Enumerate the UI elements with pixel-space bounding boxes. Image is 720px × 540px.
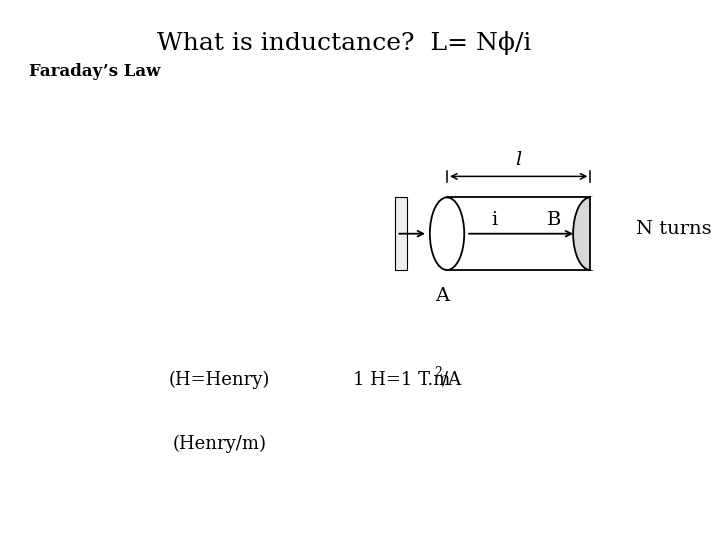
Text: N turns: N turns: [636, 220, 712, 238]
Bar: [590, 198, 609, 270]
Text: i: i: [492, 211, 498, 229]
Text: 2: 2: [435, 366, 443, 379]
Text: (H=Henry): (H=Henry): [169, 371, 271, 389]
Text: 1 H=1 T.m: 1 H=1 T.m: [354, 371, 451, 389]
Ellipse shape: [573, 198, 608, 270]
Text: A: A: [435, 287, 449, 305]
Ellipse shape: [430, 198, 464, 270]
Text: What is inductance?  L= Nϕ/i: What is inductance? L= Nϕ/i: [157, 31, 531, 55]
Bar: [447, 198, 590, 270]
Text: l: l: [516, 151, 522, 168]
Text: B: B: [546, 211, 561, 229]
Text: /A: /A: [442, 371, 462, 389]
Text: Faraday’s Law: Faraday’s Law: [29, 63, 160, 80]
Bar: [395, 198, 407, 270]
Text: (Henry/m): (Henry/m): [173, 435, 266, 453]
